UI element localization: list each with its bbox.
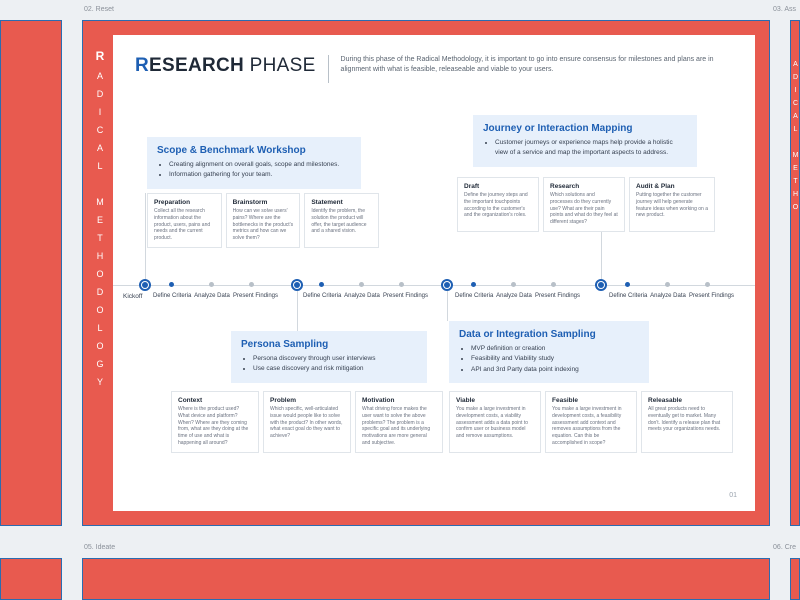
title-separator — [328, 55, 329, 83]
timeline-tick-label: Analyze Data — [193, 293, 231, 299]
detail-p: All great products need to eventually ge… — [648, 406, 726, 433]
timeline-tick — [359, 282, 364, 287]
slide-label-reset: 02. Reset — [84, 6, 114, 13]
detail-p: Where is the product used? What device a… — [178, 406, 252, 447]
callout-data-b3: API and 3rd Party data point indexing — [471, 365, 639, 375]
detail-h: Brainstorm — [233, 199, 294, 206]
timeline-tick-label: Analyze Data — [343, 293, 381, 299]
detail-row-data: Viable You make a large investment in dev… — [449, 391, 737, 453]
timeline-kickoff-label: Kickoff — [123, 293, 142, 300]
detail-h: Releasable — [648, 397, 726, 404]
callout-journey: Journey or Interaction Mapping Customer … — [473, 115, 697, 167]
detail-h: Viable — [456, 397, 534, 404]
detail-h: Audit & Plan — [636, 183, 708, 190]
detail-row-persona: Context Where is the product used? What d… — [171, 391, 443, 453]
timeline-tick — [399, 282, 404, 287]
slide-description: During this phase of the Radical Methodo… — [341, 55, 733, 75]
timeline-tick — [625, 282, 630, 287]
connector-persona — [297, 291, 298, 331]
slide-neighbor-bl[interactable] — [0, 558, 62, 600]
detail-row-scope: Preparation Collect all the research info… — [147, 193, 379, 248]
detail-h: Context — [178, 397, 252, 404]
detail-h: Problem — [270, 397, 344, 404]
detail-p: Collect all the research information abo… — [154, 208, 215, 242]
detail-p: Putting together the customer journey wi… — [636, 192, 708, 219]
connector-scope — [145, 193, 146, 279]
timeline-tick — [209, 282, 214, 287]
timeline-tick-label: Define Criteria — [153, 293, 191, 299]
callout-scope-b1: Creating alignment on overall goals, sco… — [169, 160, 351, 170]
page-number: 01 — [729, 492, 737, 499]
slide-inner: RESEARCH PHASE During this phase of the … — [113, 35, 755, 511]
timeline-tick — [471, 282, 476, 287]
detail-p: Which specific, well-articulated issue w… — [270, 406, 344, 440]
detail-p: Which solutions and processes do they cu… — [550, 192, 618, 226]
callout-scope-title: Scope & Benchmark Workshop — [157, 145, 351, 156]
timeline-tick-label: Present Findings — [233, 293, 271, 299]
timeline-node-2 — [441, 279, 453, 291]
timeline-node-0 — [139, 279, 151, 291]
timeline-tick — [169, 282, 174, 287]
detail-h: Preparation — [154, 199, 215, 206]
callout-data-b1: MVP definition or creation — [471, 344, 639, 354]
detail-p: Identify the problem, the solution the p… — [311, 208, 372, 235]
timeline-tick-label: Analyze Data — [649, 293, 687, 299]
vertical-brand: RADICAL METHODOLOGY — [93, 49, 107, 395]
timeline-tick-label: Define Criteria — [303, 293, 341, 299]
callout-data: Data or Integration Sampling MVP definit… — [449, 321, 649, 383]
timeline-tick — [665, 282, 670, 287]
callout-persona-b2: Use case discovery and risk mitigation — [253, 364, 417, 374]
callout-data-title: Data or Integration Sampling — [459, 329, 639, 340]
slide-label-ideate: 05. Ideate — [84, 544, 115, 551]
timeline-tick — [319, 282, 324, 287]
detail-h: Motivation — [362, 397, 436, 404]
detail-row-journey: Draft Define the journey steps and the im… — [457, 177, 715, 232]
timeline-tick-label: Define Criteria — [609, 293, 647, 299]
slide-neighbor-br[interactable] — [790, 558, 800, 600]
detail-p: Define the journey steps and the importa… — [464, 192, 532, 219]
callout-persona-title: Persona Sampling — [241, 339, 417, 350]
callout-persona: Persona Sampling Persona discovery throu… — [231, 331, 427, 383]
detail-p: You make a large investment in developme… — [552, 406, 630, 447]
timeline-tick-label: Present Findings — [689, 293, 727, 299]
timeline-tick — [551, 282, 556, 287]
detail-h: Research — [550, 183, 618, 190]
detail-p: What driving force makes the user want t… — [362, 406, 436, 447]
timeline-tick-label: Define Criteria — [455, 293, 493, 299]
callout-scope-b2: Information gathering for your team. — [169, 170, 351, 180]
callout-journey-title: Journey or Interaction Mapping — [483, 123, 687, 134]
timeline-tick — [249, 282, 254, 287]
timeline-tick-label: Present Findings — [535, 293, 573, 299]
callout-data-b2: Feasibility and Viability study — [471, 354, 639, 364]
slide-neighbor-left[interactable] — [0, 20, 62, 526]
slide-label-assess: 03. Ass — [773, 6, 796, 13]
callout-scope: Scope & Benchmark Workshop Creating alig… — [147, 137, 361, 189]
timeline-tick-label: Present Findings — [383, 293, 421, 299]
slide-label-create: 06. Cre — [773, 544, 796, 551]
slide-header: RESEARCH PHASE During this phase of the … — [135, 55, 733, 83]
detail-h: Statement — [311, 199, 372, 206]
slide-neighbor-right[interactable]: ADICAL METHO — [790, 20, 800, 526]
slide-title: RESEARCH PHASE — [135, 55, 316, 77]
slide-research-phase[interactable]: RADICAL METHODOLOGY RESEARCH PHASE Durin… — [82, 20, 770, 526]
timeline-tick — [511, 282, 516, 287]
detail-p: How can we solve users' pains? Where are… — [233, 208, 294, 242]
callout-journey-b1: Customer journeys or experience maps hel… — [495, 138, 687, 159]
timeline-node-1 — [291, 279, 303, 291]
slide-neighbor-bottom[interactable] — [82, 558, 770, 600]
timeline-tick-label: Analyze Data — [495, 293, 533, 299]
neighbor-vertical-brand: ADICAL METHO — [792, 61, 799, 217]
detail-h: Draft — [464, 183, 532, 190]
timeline-node-3 — [595, 279, 607, 291]
detail-h: Feasible — [552, 397, 630, 404]
detail-p: You make a large investment in developme… — [456, 406, 534, 440]
connector-data — [447, 291, 448, 321]
timeline-tick — [705, 282, 710, 287]
callout-persona-b1: Persona discovery through user interview… — [253, 354, 417, 364]
